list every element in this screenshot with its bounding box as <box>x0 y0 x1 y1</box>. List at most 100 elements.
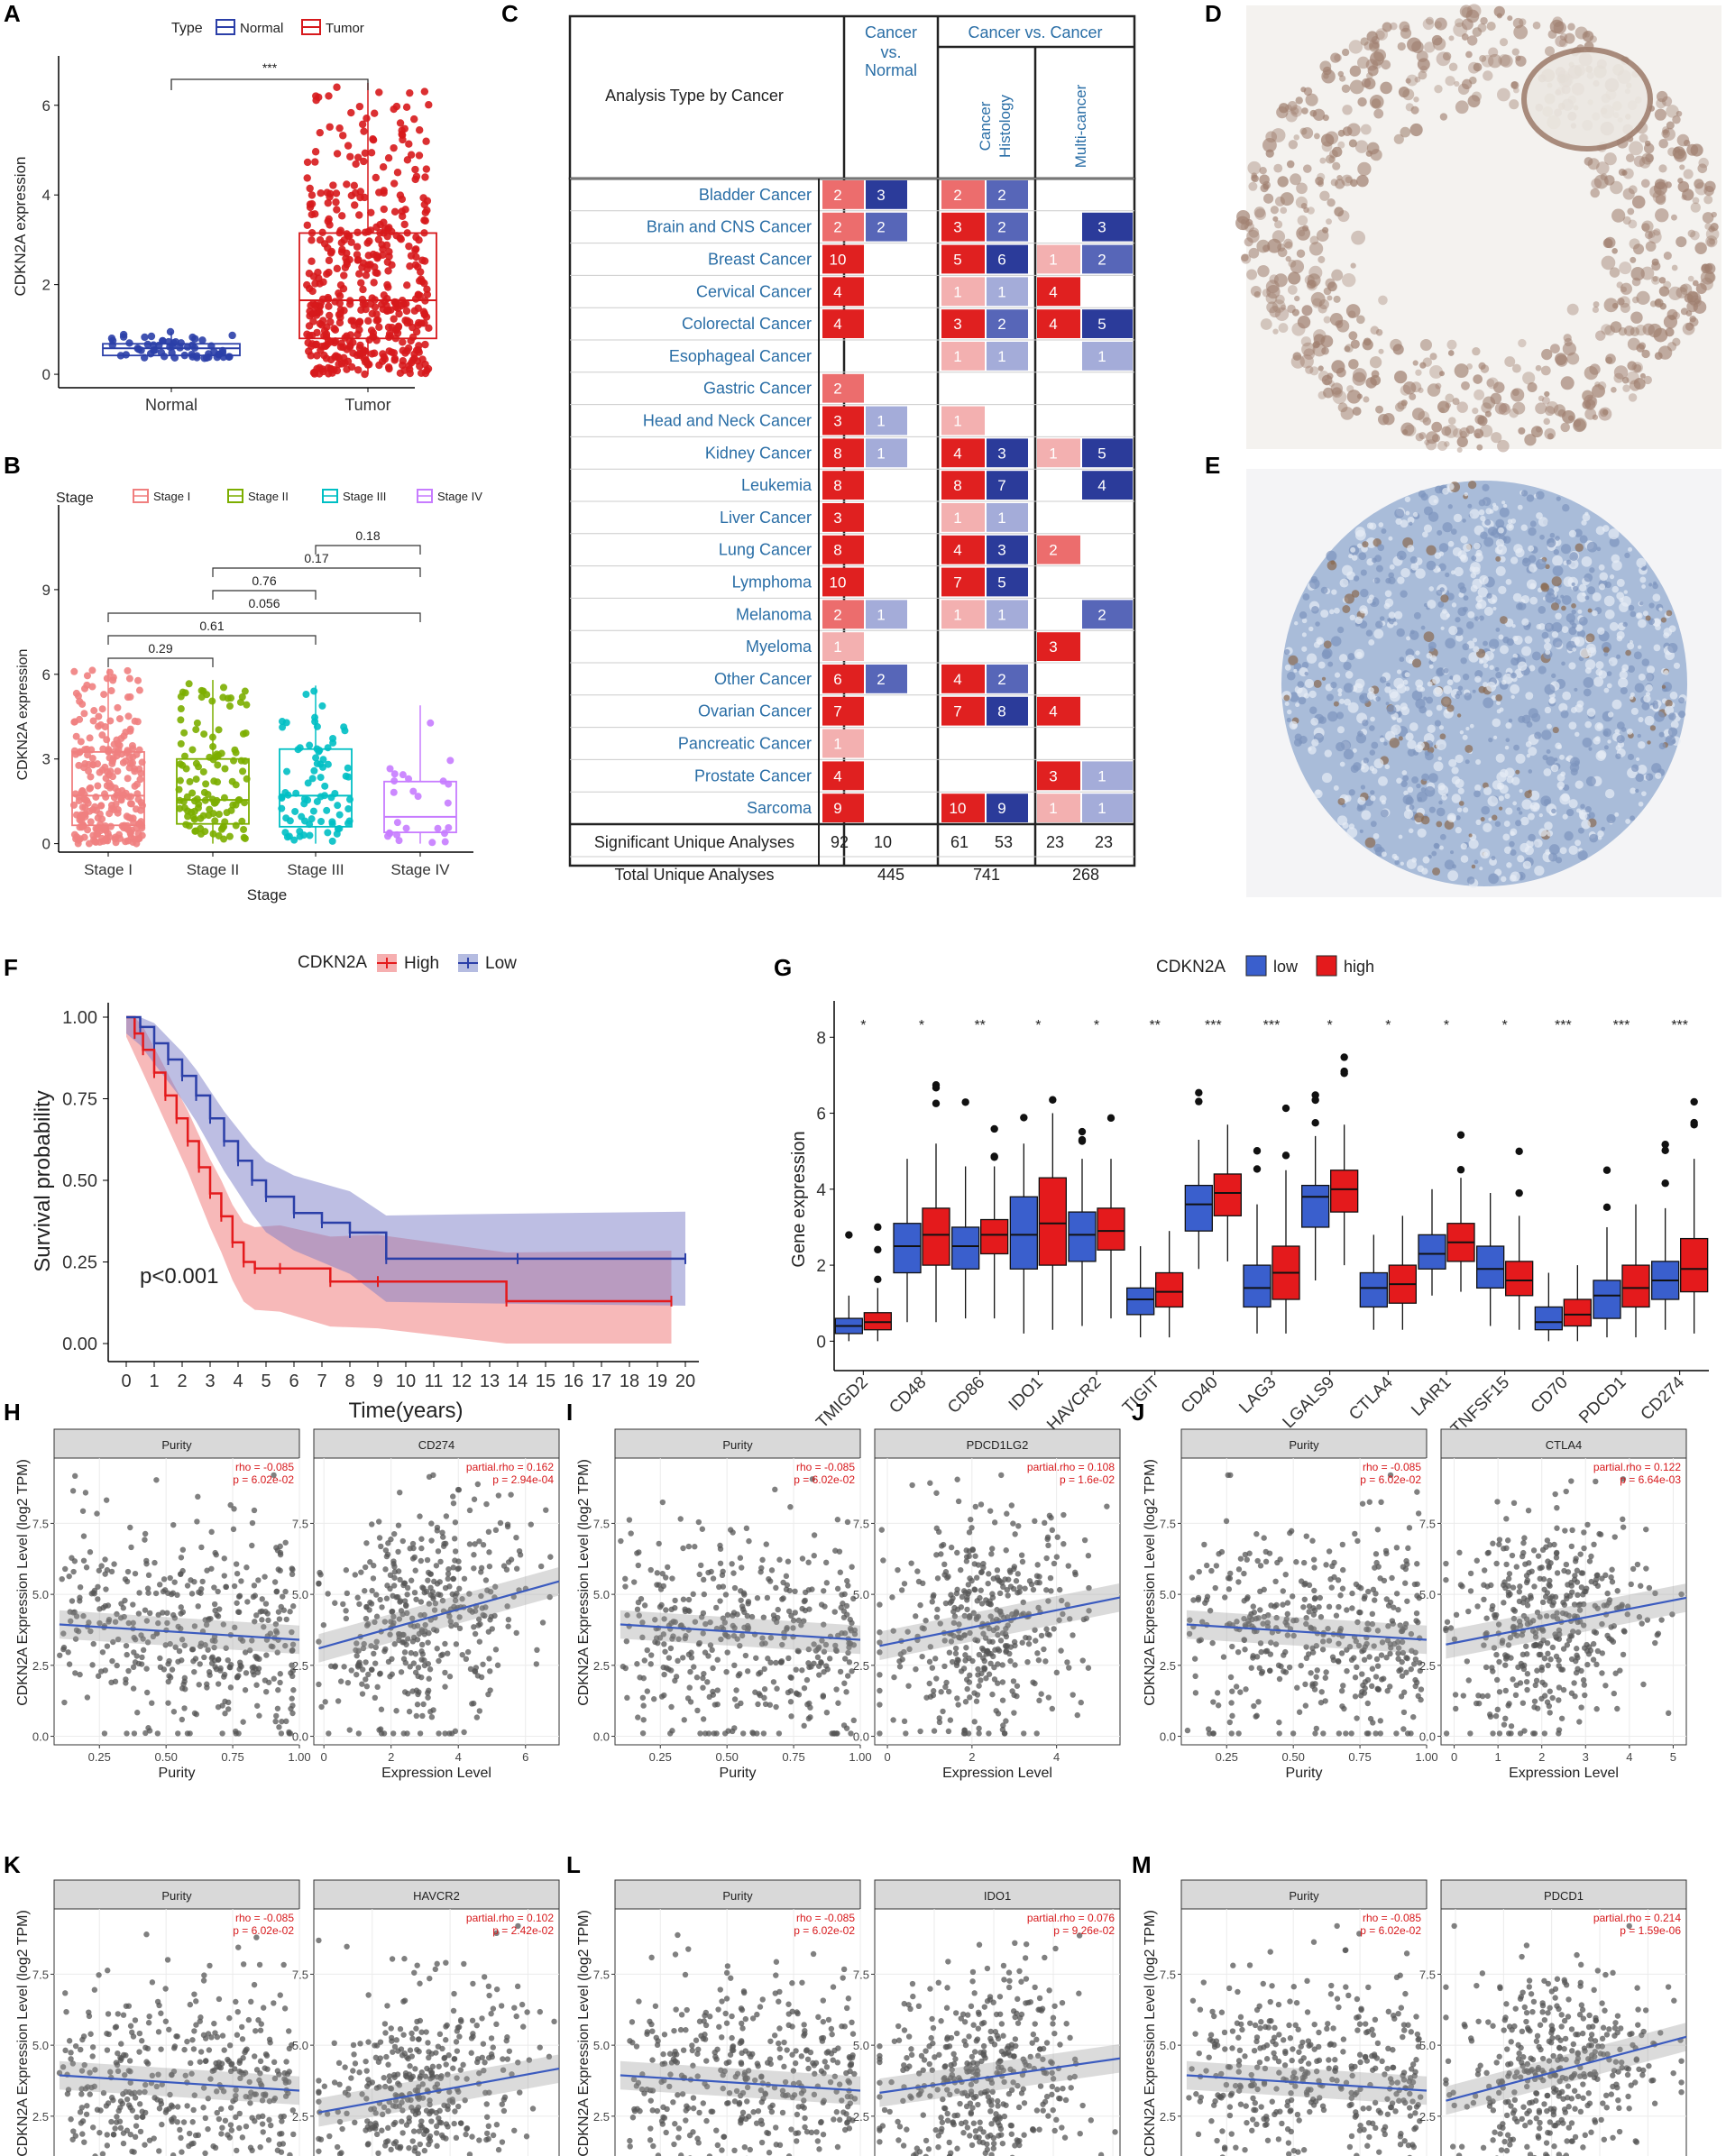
cell-stain <box>1411 858 1418 863</box>
data-point <box>72 732 80 740</box>
tissue-fragment <box>1290 173 1302 186</box>
outlier <box>990 1124 998 1133</box>
data-point <box>403 347 411 355</box>
data-point <box>366 299 375 308</box>
data-point <box>773 1584 779 1592</box>
cell-stain <box>1368 639 1375 646</box>
data-point <box>472 1630 479 1638</box>
tissue-fragment <box>1419 338 1433 352</box>
comparison-bracket <box>107 612 421 622</box>
data-point <box>102 793 110 801</box>
heat-cell-value: 2 <box>997 316 1005 333</box>
cell-stain <box>1641 658 1650 666</box>
tissue-fragment <box>1454 80 1460 87</box>
cell-stain <box>1552 726 1559 734</box>
tissue-fragment <box>1653 228 1661 236</box>
cell-stain <box>1284 648 1290 656</box>
cell-stain <box>1585 633 1595 643</box>
data-point <box>131 782 139 790</box>
data-point <box>381 298 389 306</box>
significance-label: * <box>1035 1018 1041 1033</box>
tissue-fragment <box>1522 372 1536 385</box>
data-point <box>375 323 383 332</box>
data-point <box>308 191 317 199</box>
data-point <box>370 1575 377 1582</box>
cell-stain <box>1297 681 1305 688</box>
cell-stain <box>1648 583 1653 587</box>
data-point <box>362 1588 368 1594</box>
legend-label: Stage II <box>248 490 289 503</box>
cell-stain <box>1637 619 1647 628</box>
cell-stain <box>1479 867 1483 871</box>
tissue-fragment <box>1277 176 1289 188</box>
tissue-fragment <box>1357 96 1367 107</box>
table-title: Analysis Type by Cancer <box>605 87 784 105</box>
data-point <box>773 1659 779 1666</box>
data-point <box>215 1681 222 1687</box>
tissue-fragment <box>1494 402 1507 415</box>
data-point <box>393 819 401 827</box>
cell-stain <box>1603 745 1609 750</box>
cell-stain <box>1375 564 1383 573</box>
data-point <box>181 1705 188 1711</box>
panel-c: Analysis Type by CancerCancervs.NormalCa… <box>568 14 1136 884</box>
data-point <box>234 1570 241 1577</box>
data-point <box>114 767 122 775</box>
y-tick-label: 0.00 <box>62 1335 97 1354</box>
cell-stain <box>1460 657 1467 665</box>
tissue-fragment <box>1535 402 1547 415</box>
data-point <box>385 224 393 232</box>
x-tick-label: Tumor <box>344 396 390 414</box>
cell-stain <box>1456 807 1463 812</box>
tissue-fragment <box>1378 295 1388 306</box>
heat-cell <box>866 438 907 468</box>
cell-stain <box>1462 518 1466 523</box>
tissue-fragment <box>1346 390 1362 404</box>
heat-cell <box>866 406 907 436</box>
tissue-fragment <box>1341 84 1351 94</box>
cell-stain <box>1495 565 1506 576</box>
tissue-fragment <box>1337 129 1345 137</box>
cell-stain <box>1509 840 1515 848</box>
data-point <box>403 1641 409 1647</box>
x-tick-label: 4 <box>233 1372 243 1391</box>
data-point <box>147 1610 153 1617</box>
cell-stain <box>1609 621 1619 631</box>
data-point <box>379 305 387 314</box>
data-point <box>124 712 133 720</box>
data-point <box>251 1583 258 1589</box>
tissue-fragment <box>1337 141 1345 149</box>
cell-stain <box>1385 577 1391 584</box>
cell-stain <box>1407 545 1415 553</box>
cell-stain <box>1323 640 1332 649</box>
data-point <box>622 1575 629 1583</box>
heat-cell-value: 1 <box>1097 800 1106 817</box>
data-point <box>142 1530 149 1537</box>
cell-stain <box>1311 739 1319 747</box>
tissue-fragment <box>1630 326 1640 336</box>
heat-cell <box>987 212 1028 242</box>
data-point <box>77 1583 84 1591</box>
data-point <box>255 1577 262 1583</box>
tissue-fragment <box>1705 235 1718 248</box>
cell-stain <box>1517 855 1525 863</box>
cell-stain <box>1513 544 1523 554</box>
cell-stain <box>1400 590 1408 598</box>
data-point <box>391 1530 398 1537</box>
cell-stain <box>1636 557 1647 568</box>
cell-stain <box>1584 806 1592 813</box>
data-point <box>153 1477 160 1483</box>
cell-stain <box>1439 610 1450 620</box>
data-point <box>710 1575 717 1582</box>
data-point <box>160 1610 166 1616</box>
data-point <box>672 1597 678 1604</box>
data-point <box>756 1691 762 1697</box>
tissue-fragment <box>1287 304 1296 314</box>
data-point <box>773 1703 779 1711</box>
facet-title: Purity <box>722 1438 753 1452</box>
significance-label: * <box>1385 1018 1391 1033</box>
cell-stain <box>1595 661 1604 670</box>
row-label: Myeloma <box>746 638 813 656</box>
data-point <box>132 1570 139 1577</box>
data-point <box>774 1685 780 1692</box>
